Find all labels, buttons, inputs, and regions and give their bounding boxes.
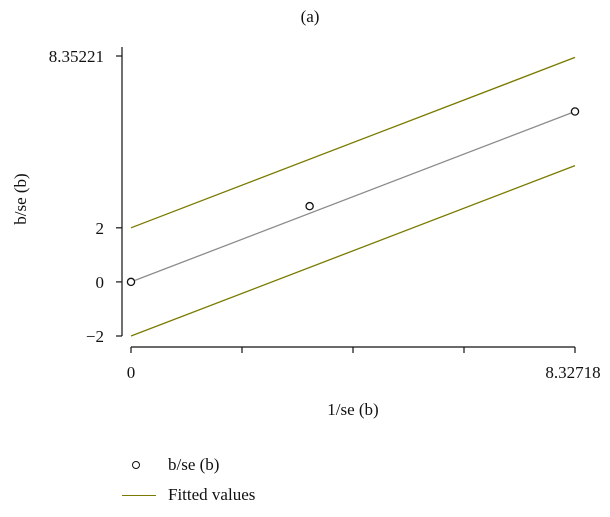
legend-label-observed: b/se (b) xyxy=(168,455,220,474)
fitted-line-0 xyxy=(130,56,576,229)
y-axis: 8.35221 2 0 −2 b/se (b) xyxy=(11,47,123,346)
legend-line-icon xyxy=(120,485,158,505)
legend-marker-circle-icon xyxy=(120,455,158,475)
x-axis: 0 8.32718 1/se (b) xyxy=(127,346,601,419)
y-tick-label: 2 xyxy=(96,219,105,238)
data-point xyxy=(126,277,136,287)
data-point xyxy=(570,107,580,116)
x-tick-label-min: 0 xyxy=(127,363,136,382)
chart-title: (a) xyxy=(301,7,320,26)
data-point xyxy=(305,201,314,211)
legend-label-fitted: Fitted values xyxy=(168,485,256,504)
fitted-line-1 xyxy=(130,164,576,337)
x-tick-label-max: 8.32718 xyxy=(545,363,600,382)
legend: b/se (b) Fitted values xyxy=(120,452,420,508)
chart-canvas: (a) 0 8.32718 1/se (b) 8.35221 2 0 −2 b/se … xyxy=(11,7,601,419)
y-tick-label: −2 xyxy=(86,327,104,346)
regression-line-0 xyxy=(130,110,576,283)
y-tick-label: 8.35221 xyxy=(49,47,104,66)
x-axis-label: 1/se (b) xyxy=(327,400,378,419)
y-tick-label: 0 xyxy=(96,273,105,292)
legend-item-fitted: Fitted values xyxy=(120,482,420,508)
legend-item-observed: b/se (b) xyxy=(120,452,420,478)
y-axis-label: b/se (b) xyxy=(11,173,30,224)
